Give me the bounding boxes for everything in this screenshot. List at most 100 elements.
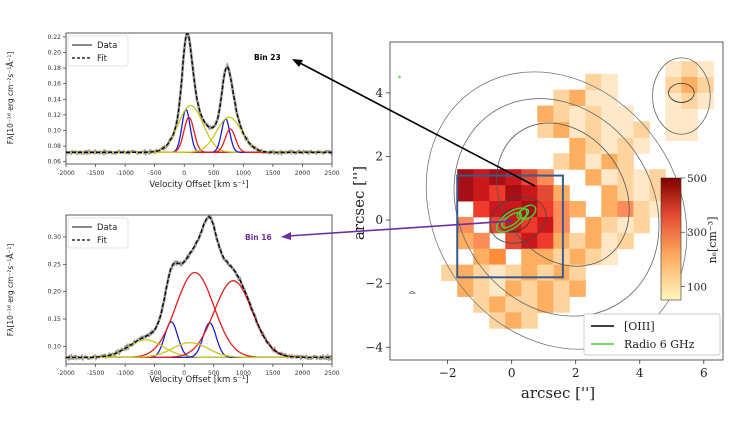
map-cell [553, 248, 570, 266]
top-y-axis-label: Fλ[10⁻¹⁶ erg cm⁻²s⁻¹Å⁻¹] [6, 52, 15, 145]
map-cell [457, 264, 474, 281]
map-cell [489, 264, 506, 281]
map-cell [697, 92, 714, 110]
x-tick-label: 2000 [295, 370, 310, 377]
colorbar-gradient [660, 177, 682, 301]
bin-region-box [456, 174, 564, 279]
map-cell [633, 121, 650, 138]
map-cell [569, 105, 586, 122]
y-tick-label: 0.25 [48, 261, 62, 268]
y-tick-label: 0.08 [48, 143, 62, 150]
map-cell [601, 169, 618, 186]
y-tick-label: 0.20 [48, 289, 62, 296]
x-tick-label: -2000 [57, 170, 75, 177]
map-cell [569, 264, 586, 281]
top-spectrum-panel: -2000 -1500 -1000 -500 0 500 1000 1500 2000 2500 … [6, 32, 340, 190]
map-cell [585, 169, 602, 186]
x-tick-label: -500 [148, 370, 162, 377]
map-cell [569, 280, 586, 297]
y-tick-label: 0.10 [48, 127, 62, 134]
top-component-red-4 [66, 128, 332, 153]
map-cell [585, 73, 602, 91]
y-tick-label: 0.15 [48, 316, 62, 323]
map-cell [585, 248, 602, 266]
small-contour [408, 290, 417, 294]
x-tick-label: -1500 [87, 170, 105, 177]
map-cell [585, 121, 602, 138]
oiii-contour [652, 57, 711, 135]
map-cell [553, 264, 570, 281]
bottom-axes-frame [65, 214, 333, 365]
map-cell [521, 185, 538, 202]
bot-component-red-4 [66, 280, 332, 359]
bottom-x-axis-label: Velocity Offset [km s⁻¹] [149, 375, 248, 385]
map-cell [473, 248, 490, 266]
y-tick-label: 0.22 [48, 34, 62, 41]
map-cell [489, 169, 506, 186]
top-y-ticks: 0.06 0.08 0.10 0.12 0.14 0.16 0.18 0.20 0.22 [48, 34, 66, 166]
x-tick-label: 2500 [324, 170, 339, 177]
map-cell [633, 216, 650, 234]
map-panel: −2 0 2 4 6 −4 −2 0 2 4 arcsec [''] arcsec [''] 5… [350, 41, 724, 402]
map-cell [601, 216, 618, 234]
x-tick-label: -500 [148, 170, 162, 177]
top-x-axis-label: Velocity Offset [km s⁻¹] [149, 180, 248, 190]
arrow-bin-23-head [292, 59, 303, 67]
map-cell [553, 185, 570, 202]
top-spectrum-curves [66, 33, 332, 157]
bot-component-yellowgreen-5 [66, 341, 332, 359]
map-cell [617, 232, 634, 250]
map-cell [665, 92, 682, 110]
map-x-tick-label: 4 [636, 366, 644, 380]
map-cell [633, 137, 650, 154]
map-cell [521, 248, 538, 266]
x-tick-label: -1000 [116, 370, 134, 377]
oiii-contour [453, 98, 660, 317]
map-cell [505, 296, 522, 313]
map-x-tick-label: 6 [700, 366, 708, 380]
map-cell [553, 232, 570, 250]
map-cell [601, 73, 618, 91]
x-tick-label: -2000 [57, 370, 75, 377]
map-cell [521, 312, 538, 329]
map-cell [617, 153, 634, 170]
bot-fit-line [66, 216, 332, 359]
y-tick-label: 0.14 [48, 96, 62, 103]
x-tick-label: 1500 [265, 170, 280, 177]
map-cell [553, 296, 570, 313]
map-cell [553, 201, 570, 218]
y-tick-label: 0.12 [48, 112, 62, 119]
map-cell [553, 280, 570, 297]
x-tick-label: -1000 [116, 170, 134, 177]
colorbar-label: nₑ[cm⁻³] [706, 217, 719, 264]
map-cell [585, 153, 602, 170]
arrow-bin-16-head [281, 232, 291, 240]
map-x-tick-label: −2 [439, 366, 457, 380]
map-cell [601, 185, 618, 202]
map-cell [681, 108, 698, 126]
map-y-axis-label: arcsec [''] [350, 166, 368, 240]
map-cell [457, 280, 474, 297]
oiii-contour [498, 207, 531, 233]
x-tick-label: 0 [182, 170, 186, 177]
bot-component-blue-0 [66, 321, 332, 359]
map-cell [601, 121, 618, 138]
top-legend: Data Fit [67, 35, 129, 67]
x-tick-label: 2500 [324, 370, 339, 377]
y-tick-label: 0.10 [48, 343, 62, 350]
legend-fit-label: Fit [97, 236, 108, 246]
map-cell [489, 248, 506, 266]
map-cell [617, 201, 634, 218]
annotation-arrows [281, 59, 536, 240]
map-cell [617, 216, 634, 234]
map-cell [569, 248, 586, 266]
x-tick-label: 500 [208, 170, 220, 177]
x-tick-label: 0 [182, 370, 186, 377]
map-x-ticks: −2 0 2 4 6 [439, 360, 708, 380]
oiii-contour [668, 82, 695, 103]
map-cell [521, 296, 538, 313]
bottom-y-ticks: 0.10 0.15 0.20 0.25 0.30 [48, 234, 66, 350]
map-cell [457, 216, 474, 234]
bin-16-label: Bin 16 [245, 233, 272, 242]
